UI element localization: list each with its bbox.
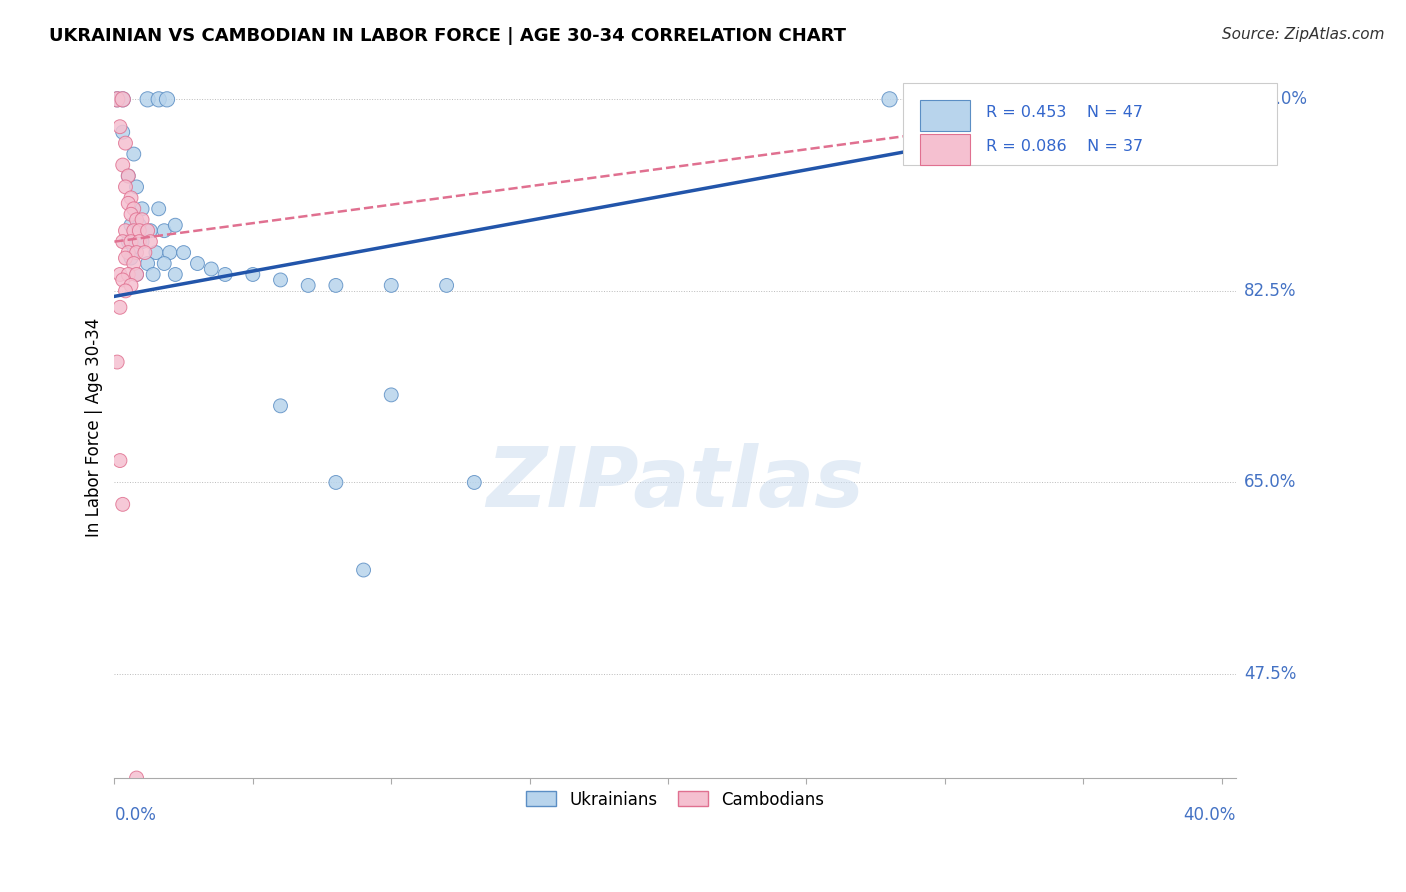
Text: 100.0%: 100.0% xyxy=(1244,90,1306,108)
Point xyxy=(117,268,139,282)
Point xyxy=(114,136,136,150)
Point xyxy=(353,563,375,577)
Text: 65.0%: 65.0% xyxy=(1244,474,1296,491)
Point xyxy=(114,224,136,238)
Point xyxy=(380,278,402,293)
Text: R = 0.086    N = 37: R = 0.086 N = 37 xyxy=(987,139,1143,154)
Point xyxy=(125,180,148,194)
Point xyxy=(131,212,153,227)
Point xyxy=(128,235,150,249)
Point xyxy=(120,235,142,249)
Point xyxy=(120,218,142,232)
Point xyxy=(153,256,176,270)
Point xyxy=(136,256,159,270)
Point xyxy=(148,202,170,216)
Point xyxy=(1045,92,1067,106)
Point xyxy=(879,92,901,106)
Text: ZIPatlas: ZIPatlas xyxy=(486,443,863,524)
Point xyxy=(134,245,156,260)
Point xyxy=(242,268,264,282)
Point xyxy=(136,224,159,238)
Point xyxy=(122,256,145,270)
Point xyxy=(125,245,148,260)
Text: R = 0.453    N = 47: R = 0.453 N = 47 xyxy=(987,105,1143,120)
FancyBboxPatch shape xyxy=(920,101,970,131)
Point xyxy=(117,169,139,183)
Text: UKRAINIAN VS CAMBODIAN IN LABOR FORCE | AGE 30-34 CORRELATION CHART: UKRAINIAN VS CAMBODIAN IN LABOR FORCE | … xyxy=(49,27,846,45)
Legend: Ukrainians, Cambodians: Ukrainians, Cambodians xyxy=(519,784,831,815)
Point xyxy=(122,147,145,161)
Point xyxy=(131,202,153,216)
Point xyxy=(325,278,347,293)
Point xyxy=(120,278,142,293)
Point xyxy=(111,92,134,106)
Point xyxy=(125,268,148,282)
Text: 0.0%: 0.0% xyxy=(114,806,156,824)
Point xyxy=(111,235,134,249)
Point xyxy=(111,497,134,511)
Point xyxy=(125,212,148,227)
Point xyxy=(136,92,159,106)
Point xyxy=(463,475,485,490)
Point xyxy=(125,771,148,785)
Point xyxy=(297,278,319,293)
Point xyxy=(105,355,128,369)
Point xyxy=(436,278,458,293)
Text: 47.5%: 47.5% xyxy=(1244,665,1296,683)
Point xyxy=(173,245,195,260)
Point xyxy=(117,196,139,211)
Point xyxy=(122,202,145,216)
Point xyxy=(131,235,153,249)
FancyBboxPatch shape xyxy=(920,135,970,165)
Point xyxy=(200,262,222,277)
Point xyxy=(165,218,187,232)
Point xyxy=(159,245,181,260)
Point xyxy=(117,235,139,249)
Point xyxy=(1156,92,1178,106)
Point xyxy=(148,92,170,106)
Point xyxy=(153,224,176,238)
Point xyxy=(114,180,136,194)
Point xyxy=(117,169,139,183)
Point xyxy=(108,268,131,282)
Point xyxy=(114,251,136,265)
Point xyxy=(105,92,128,106)
Point xyxy=(111,125,134,139)
Point xyxy=(325,475,347,490)
Point xyxy=(186,256,208,270)
Point xyxy=(111,158,134,172)
Point xyxy=(270,273,292,287)
Text: 82.5%: 82.5% xyxy=(1244,282,1296,300)
Point xyxy=(122,224,145,238)
Point xyxy=(114,284,136,298)
Point xyxy=(128,218,150,232)
Point xyxy=(117,245,139,260)
Point xyxy=(120,207,142,221)
Point xyxy=(380,388,402,402)
Text: 40.0%: 40.0% xyxy=(1184,806,1236,824)
Point xyxy=(145,245,167,260)
Point xyxy=(214,268,236,282)
Point xyxy=(139,224,162,238)
Point xyxy=(105,92,128,106)
Point xyxy=(128,224,150,238)
Point xyxy=(156,92,179,106)
Point xyxy=(165,268,187,282)
Point xyxy=(120,191,142,205)
Point xyxy=(962,92,984,106)
Point xyxy=(108,453,131,467)
Point xyxy=(108,120,131,134)
Point xyxy=(120,251,142,265)
Point xyxy=(142,268,165,282)
Point xyxy=(122,240,145,254)
Point xyxy=(111,92,134,106)
Point xyxy=(139,235,162,249)
Point xyxy=(111,273,134,287)
Point xyxy=(125,268,148,282)
Text: Source: ZipAtlas.com: Source: ZipAtlas.com xyxy=(1222,27,1385,42)
Y-axis label: In Labor Force | Age 30-34: In Labor Force | Age 30-34 xyxy=(86,318,103,537)
Point xyxy=(108,301,131,315)
FancyBboxPatch shape xyxy=(904,83,1277,165)
Point xyxy=(270,399,292,413)
